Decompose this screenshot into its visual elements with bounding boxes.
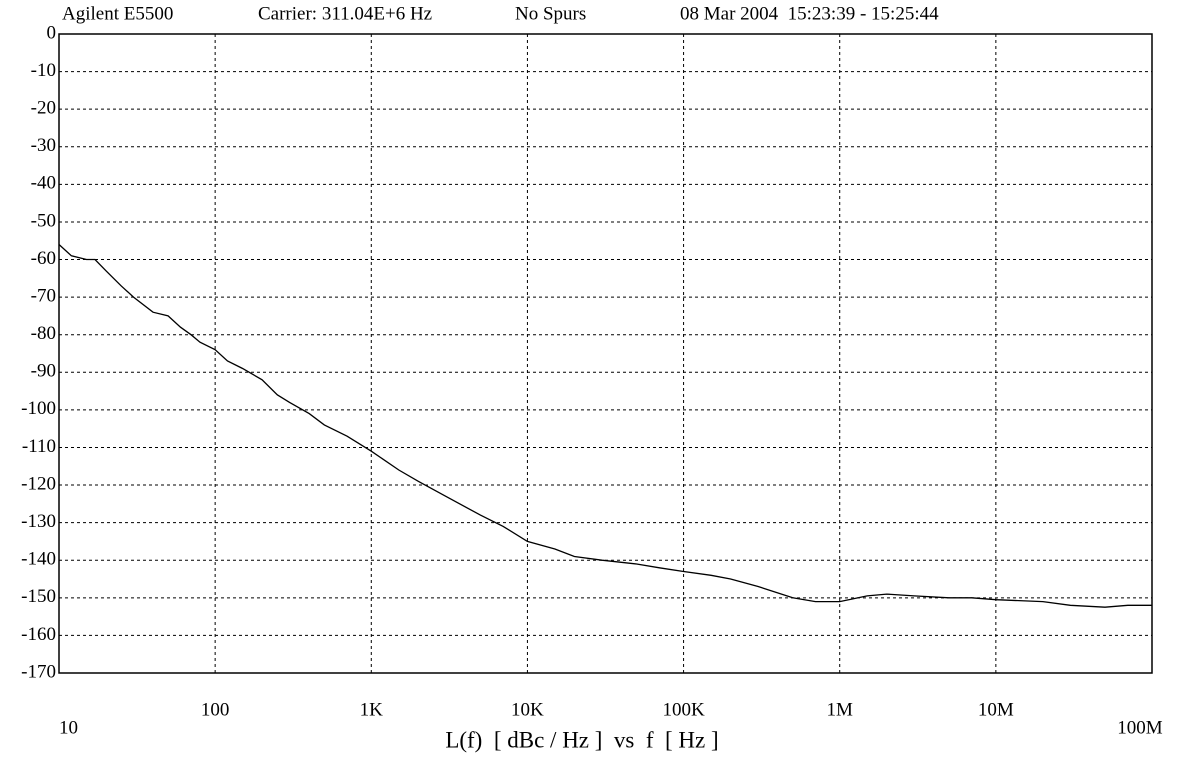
x-tick-label: 10K	[511, 699, 544, 720]
y-tick-label: -160	[21, 624, 56, 645]
y-tick-label: -10	[31, 60, 56, 81]
x-tick-label: 1M	[827, 699, 854, 720]
y-tick-label: -30	[31, 135, 56, 156]
noise-trace	[58, 244, 1152, 608]
y-tick-label: -110	[22, 436, 56, 457]
y-tick-label: -40	[31, 173, 56, 194]
header-spurs: No Spurs	[515, 3, 586, 24]
y-tick-label: 0	[47, 22, 57, 43]
header-date: 08 Mar 2004 15:23:39 - 15:25:44	[680, 3, 939, 24]
y-tick-label: -20	[31, 98, 56, 119]
y-tick-label: -140	[21, 549, 56, 570]
header-carrier: Carrier: 311.04E+6 Hz	[258, 3, 432, 24]
y-tick-label: -170	[21, 661, 56, 682]
x-axis-label: L(f) [ dBc / Hz ] vs f [ Hz ]	[445, 727, 718, 752]
y-tick-label: -80	[31, 323, 56, 344]
y-tick-label: -100	[21, 398, 56, 419]
x-tick-label: 100	[201, 699, 230, 720]
y-tick-label: -150	[21, 586, 56, 607]
x-tick-label: 10M	[978, 699, 1014, 720]
plot-frame	[58, 33, 1153, 674]
y-tick-label: -70	[31, 285, 56, 306]
x-tick-label: 100K	[662, 699, 705, 720]
y-tick-label: -50	[31, 210, 56, 231]
x-tick-label: 1K	[360, 699, 384, 720]
x-tick-label: 100M	[1117, 717, 1163, 738]
header-instrument: Agilent E5500	[62, 3, 173, 24]
y-tick-label: -120	[21, 473, 56, 494]
x-tick-label: 10	[59, 717, 78, 738]
y-tick-label: -60	[31, 248, 56, 269]
y-tick-label: -90	[31, 361, 56, 382]
y-tick-label: -130	[21, 511, 56, 532]
